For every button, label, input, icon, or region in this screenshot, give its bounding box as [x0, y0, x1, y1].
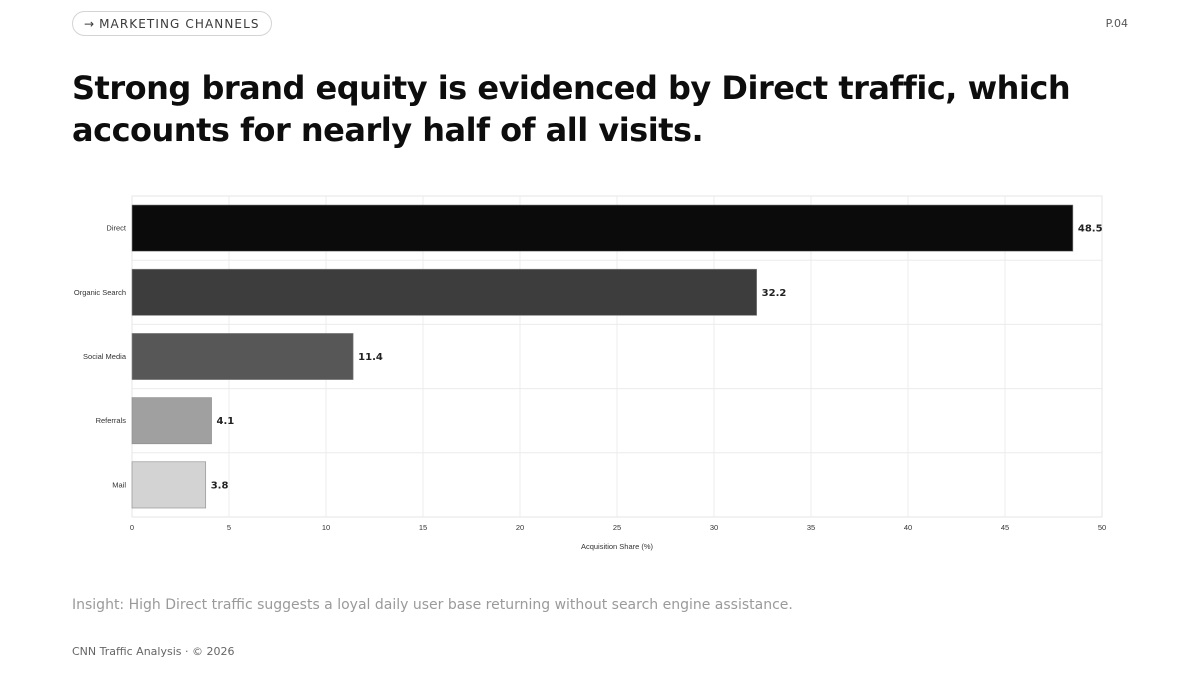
category-label: Direct: [106, 224, 127, 233]
x-tick-label: 0: [130, 523, 134, 532]
page-number: P.04: [1105, 17, 1128, 30]
page-title: Strong brand equity is evidenced by Dire…: [72, 69, 1071, 149]
arrow-right-icon: →: [84, 16, 95, 31]
section-tag: → MARKETING CHANNELS: [72, 11, 272, 36]
section-label: MARKETING CHANNELS: [99, 16, 260, 31]
x-tick-label: 5: [227, 523, 231, 532]
category-label: Mail: [112, 480, 126, 489]
bar: [131, 268, 757, 316]
data-label: 11.4: [358, 352, 383, 363]
data-label: 3.8: [211, 480, 229, 491]
bar: [131, 461, 207, 509]
category-label: Referrals: [96, 416, 127, 425]
x-tick-label: 30: [710, 523, 718, 532]
x-tick-label: 35: [807, 523, 815, 532]
x-tick-label: 45: [1001, 523, 1009, 532]
bar: [131, 204, 1074, 252]
x-tick-label: 10: [322, 523, 330, 532]
bar: [131, 397, 212, 445]
x-tick-label: 50: [1098, 523, 1106, 532]
category-label: Organic Search: [74, 288, 126, 297]
x-tick-label: 25: [613, 523, 621, 532]
x-axis-title: Acquisition Share (%): [581, 542, 654, 551]
x-tick-label: 20: [516, 523, 524, 532]
bar-chart: Direct 48.5 Organic Search 32.2 Social Media…: [60, 190, 1120, 560]
x-tick-label: 40: [904, 523, 912, 532]
bar-chart-svg: Direct 48.5 Organic Search 32.2 Social Media…: [74, 195, 1106, 551]
bar: [131, 333, 354, 380]
footer-text: CNN Traffic Analysis · © 2026: [72, 645, 235, 658]
data-label: 4.1: [217, 416, 235, 427]
data-label: 48.5: [1078, 224, 1103, 235]
insight-text: Insight: High Direct traffic suggests a …: [72, 597, 793, 613]
data-label: 32.2: [762, 288, 787, 299]
category-label: Social Media: [83, 352, 127, 361]
x-tick-label: 15: [419, 523, 427, 532]
